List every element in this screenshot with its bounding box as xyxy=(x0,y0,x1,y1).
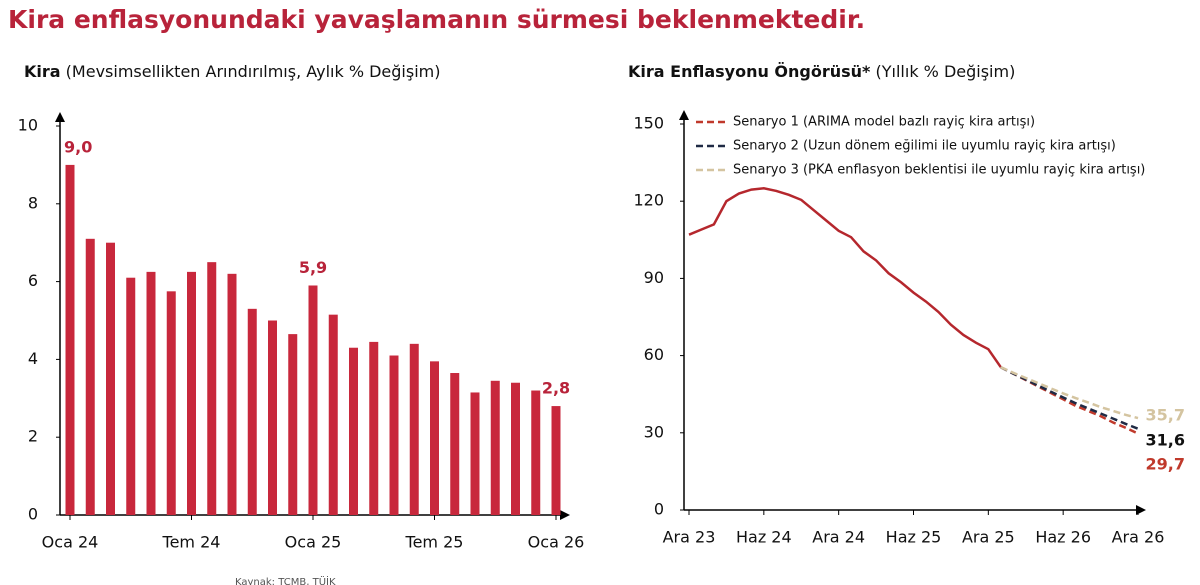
axis-arrow xyxy=(560,510,570,520)
bar xyxy=(551,406,561,515)
bar xyxy=(369,341,379,515)
data-label: 2,8 xyxy=(542,379,570,398)
y-tick-label: 8 xyxy=(28,193,38,212)
y-tick-label: 60 xyxy=(644,345,664,364)
bar xyxy=(65,164,75,515)
bar xyxy=(106,242,115,515)
x-tick-label: Haz 26 xyxy=(1035,528,1091,547)
bar xyxy=(531,390,541,515)
end-label: 29,7 xyxy=(1146,455,1185,474)
end-label: 31,6 xyxy=(1146,431,1185,450)
x-tick-label: Ara 26 xyxy=(1112,528,1165,547)
chart-title-bold: Kira Enflasyonu Öngörüsü* xyxy=(628,62,871,81)
end-label: 35,7 xyxy=(1146,406,1185,425)
chart-subtitle: (Mevsimsellikten Arındırılmış, Aylık % D… xyxy=(66,62,441,81)
scenario-line xyxy=(1000,366,1139,420)
legend-label: Senaryo 2 (Uzun dönem eğilimi ile uyumlu… xyxy=(733,139,1116,154)
y-tick-label: 2 xyxy=(28,427,38,446)
bar xyxy=(389,355,399,515)
bar xyxy=(470,392,480,515)
scenario-line xyxy=(1000,366,1139,430)
y-tick-label: 4 xyxy=(28,349,38,368)
axis-arrow xyxy=(55,112,65,122)
data-label: 5,9 xyxy=(299,258,327,277)
actual-line xyxy=(688,187,1002,368)
bar xyxy=(146,271,156,515)
bar xyxy=(207,262,217,515)
y-tick-label: 150 xyxy=(633,114,664,133)
bar xyxy=(85,238,95,515)
page-title: Kira enflasyonundaki yavaşlamanın sürmes… xyxy=(8,5,865,34)
bar xyxy=(288,334,298,515)
y-tick-label: 6 xyxy=(28,271,38,290)
x-tick-label: Oca 25 xyxy=(285,533,342,552)
bar xyxy=(247,308,257,515)
legend-label: Senaryo 3 (PKA enflasyon beklentisi ile … xyxy=(733,163,1145,178)
bar xyxy=(450,373,460,515)
data-label: 9,0 xyxy=(64,137,92,156)
bar xyxy=(308,285,318,515)
y-tick-label: 10 xyxy=(18,116,38,135)
bar xyxy=(268,320,277,515)
y-tick-label: 120 xyxy=(633,191,664,210)
x-tick-label: Ara 23 xyxy=(663,528,716,547)
x-tick-label: Tem 24 xyxy=(162,533,221,552)
y-tick-label: 30 xyxy=(644,422,664,441)
x-tick-label: Haz 25 xyxy=(886,528,942,547)
x-tick-label: Ara 24 xyxy=(812,528,865,547)
bar xyxy=(430,361,439,515)
y-tick-label: 0 xyxy=(28,505,38,524)
x-tick-label: Haz 24 xyxy=(736,528,792,547)
bar xyxy=(490,380,500,515)
bar xyxy=(227,273,237,515)
bar xyxy=(511,382,520,515)
bar xyxy=(328,314,338,515)
chart-subtitle: (Yıllık % Değişim) xyxy=(876,62,1016,81)
bar xyxy=(187,271,196,515)
x-tick-label: Tem 25 xyxy=(405,533,464,552)
bar xyxy=(126,277,136,515)
x-tick-label: Oca 24 xyxy=(42,533,99,552)
bar xyxy=(349,347,358,515)
x-tick-label: Oca 26 xyxy=(528,533,585,552)
legend-label: Senaryo 1 (ARIMA model bazlı rayiç kira … xyxy=(733,115,1035,130)
y-tick-label: 0 xyxy=(654,500,664,519)
chart-title: Kira (Mevsimsellikten Arındırılmış, Aylı… xyxy=(24,62,440,81)
axis-arrow xyxy=(679,110,689,120)
source-note: Kaynak: TCMB, TÜİK xyxy=(235,575,336,585)
y-tick-label: 90 xyxy=(644,268,664,287)
chart-title-bold: Kira xyxy=(24,62,61,81)
chart-title: Kira Enflasyonu Öngörüsü* (Yıllık % Deği… xyxy=(628,62,1015,81)
bar xyxy=(166,291,176,515)
x-tick-label: Ara 25 xyxy=(962,528,1015,547)
bar xyxy=(409,343,419,515)
